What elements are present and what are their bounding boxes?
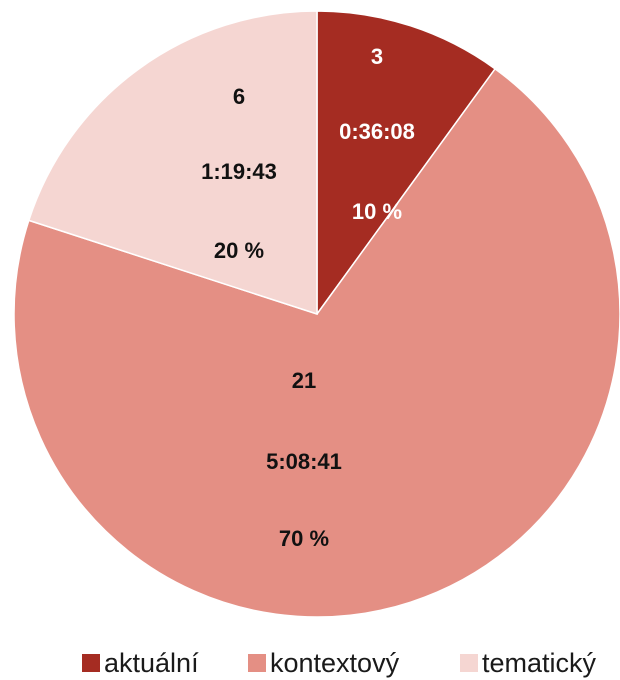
legend-swatch	[248, 654, 266, 672]
slice-duration-label: 1:19:43	[201, 159, 277, 184]
slice-count-label: 3	[371, 44, 383, 69]
legend-swatch	[82, 654, 100, 672]
legend: aktuální kontextový tematický	[82, 648, 597, 678]
pie-slice-1	[13, 67, 620, 618]
slice-duration-label: 5:08:41	[266, 449, 342, 474]
pie-slice-2	[27, 10, 318, 316]
slice-duration-label: 0:36:08	[339, 119, 415, 144]
slice-percent-label: 70 %	[279, 526, 329, 551]
pie-slices	[13, 10, 620, 618]
slice-percent-label: 20 %	[214, 238, 264, 263]
legend-label: aktuální	[104, 648, 199, 678]
pie-labels: 3 0:36:08 10 % 21 5:08:41 70 % 6 1:19:43 20 %	[201, 44, 415, 551]
legend-label: tematický	[482, 648, 597, 678]
legend-swatch	[460, 654, 478, 672]
pie-slice-0	[316, 10, 497, 317]
legend-label: kontextový	[270, 648, 400, 678]
slice-percent-label: 10 %	[352, 199, 402, 224]
slice-count-label: 21	[292, 368, 316, 393]
slice-count-label: 6	[233, 84, 245, 109]
